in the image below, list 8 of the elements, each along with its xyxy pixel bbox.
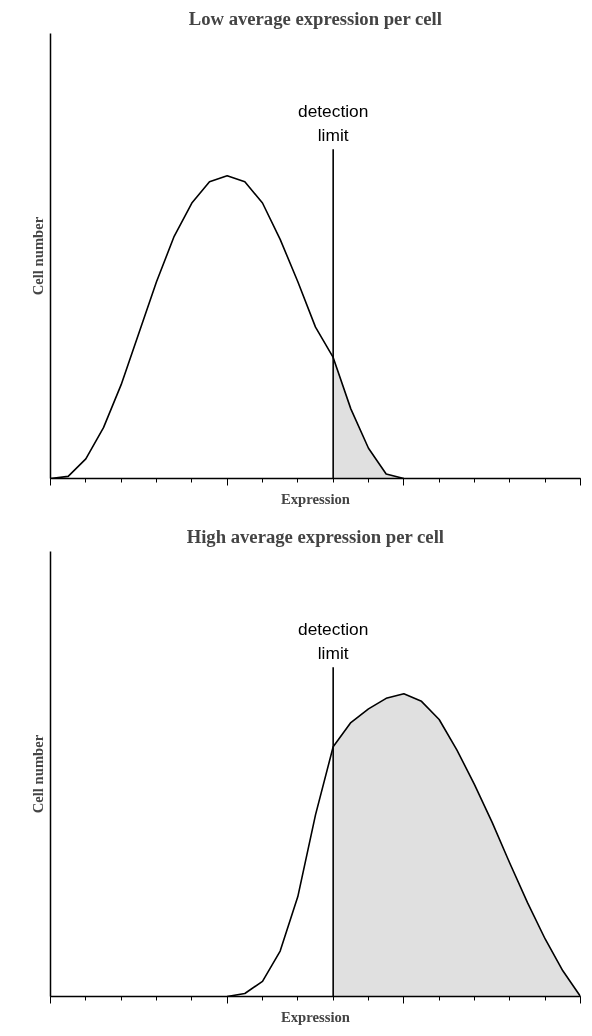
chart-title: Low average expression per cell bbox=[188, 7, 442, 29]
text: detection limit bbox=[298, 100, 369, 145]
x-axis-title: Expression bbox=[281, 490, 350, 507]
chart-title: High average expression per cell bbox=[186, 525, 445, 547]
y-axis-title: Cell number bbox=[29, 734, 46, 814]
text: detection limit bbox=[298, 618, 369, 663]
y-axis-title: Cell number bbox=[29, 216, 46, 296]
x-axis-title: Expression bbox=[281, 1008, 350, 1025]
